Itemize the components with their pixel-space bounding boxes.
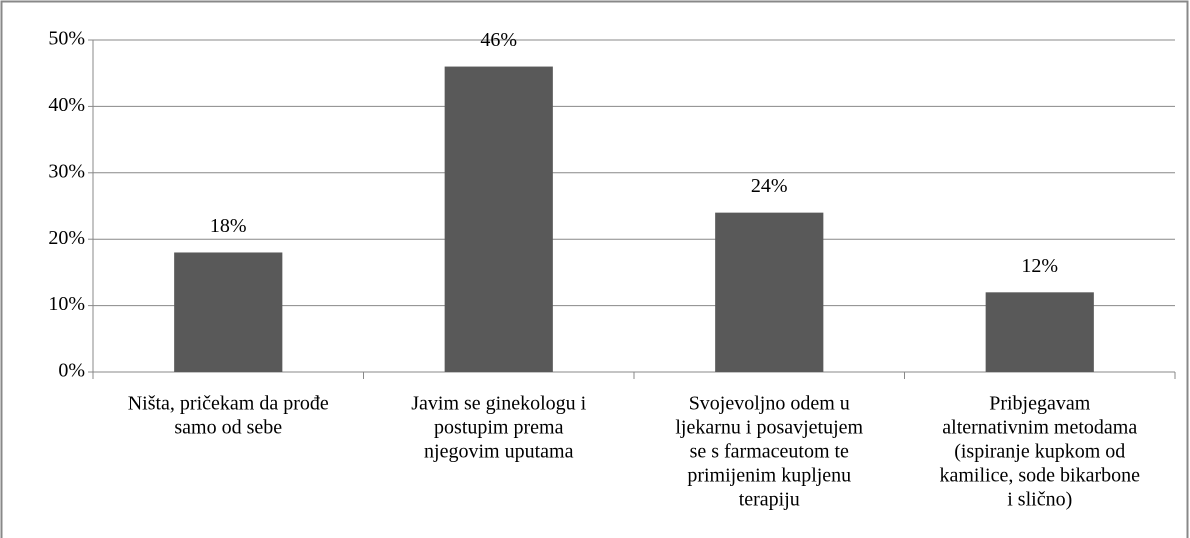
data-label: 18% xyxy=(210,215,247,237)
bar xyxy=(715,212,824,372)
y-tick-label: 50% xyxy=(48,28,85,50)
data-label: 46% xyxy=(480,29,517,51)
x-tick-label: Javim se ginekologu i xyxy=(411,393,586,415)
x-tick-label: ljekarnu i posavjetujem xyxy=(675,417,863,439)
x-tick-label: se s farmaceutom te xyxy=(690,441,849,463)
x-tick-label: samo od sebe xyxy=(174,417,282,439)
bar xyxy=(174,252,283,372)
x-tick-label: i slično) xyxy=(1007,489,1072,511)
data-label: 12% xyxy=(1021,255,1058,277)
bar xyxy=(985,292,1094,372)
x-tick-label: njegovim uputama xyxy=(424,441,574,463)
data-label: 24% xyxy=(751,175,788,197)
y-tick-label: 30% xyxy=(48,160,85,182)
x-tick-label: terapiju xyxy=(739,489,800,511)
x-tick-label: alternativnim metodama xyxy=(942,417,1137,439)
x-tick-label: Ništa, pričekam da prođe xyxy=(128,393,329,415)
y-tick-label: 40% xyxy=(48,94,85,116)
x-tick-label: Pribjegavam xyxy=(989,393,1091,415)
x-tick-label: primijenim kupljenu xyxy=(687,465,851,487)
bar xyxy=(444,66,553,372)
y-tick-label: 20% xyxy=(48,227,85,249)
y-tick-label: 10% xyxy=(48,293,85,315)
y-tick-label: 0% xyxy=(58,360,85,382)
x-tick-label: kamilice, sode bikarbone xyxy=(940,465,1141,487)
x-tick-label: Svojevoljno odem u xyxy=(689,393,850,415)
x-tick-label: (ispiranje kupkom od xyxy=(954,441,1125,463)
x-tick-label: postupim prema xyxy=(434,417,564,439)
